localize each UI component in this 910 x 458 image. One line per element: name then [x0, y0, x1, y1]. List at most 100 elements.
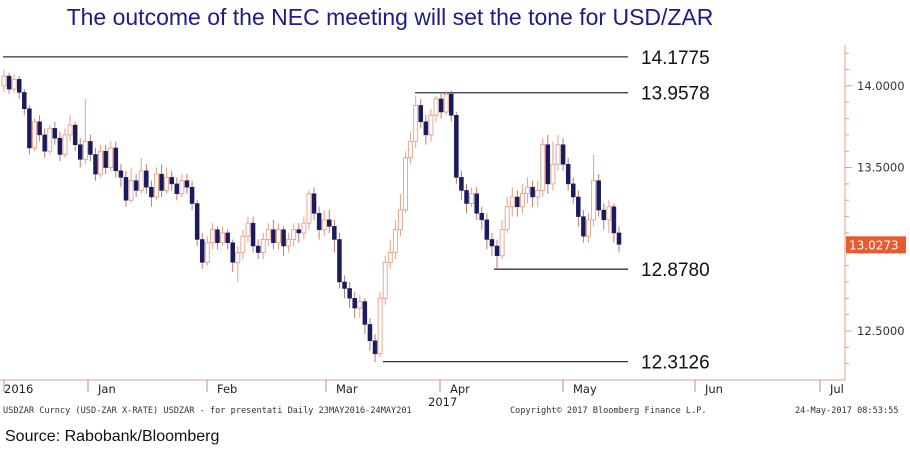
candle-body [321, 219, 327, 231]
candle-body [42, 134, 47, 152]
candle-body [438, 98, 444, 113]
candle-body [347, 288, 352, 299]
candle [367, 317, 373, 351]
candle [128, 167, 134, 204]
candle [199, 232, 205, 269]
candle-body [260, 239, 266, 253]
candle [245, 216, 251, 243]
candle-body [276, 229, 281, 244]
last-price-label: 13.0273 [849, 238, 899, 252]
candle-body [98, 150, 104, 175]
candle [535, 180, 541, 207]
candle [149, 180, 154, 207]
candle [123, 170, 129, 207]
candle-body [403, 157, 408, 211]
candle-body [189, 186, 195, 204]
candle-body [459, 177, 464, 191]
candle [372, 334, 378, 363]
candle-body [357, 301, 363, 309]
candle-body [306, 193, 312, 224]
candle-body [108, 147, 114, 169]
candle [235, 246, 241, 282]
candle [240, 229, 246, 260]
candle [230, 239, 235, 273]
y-tick-label: 13.5000 [857, 161, 905, 175]
x-year-label: 2017 [428, 395, 457, 409]
candle-body [494, 245, 500, 257]
candle [82, 98, 88, 165]
candle [616, 226, 622, 253]
candle-body [571, 183, 576, 198]
price-levels: 14.1775 13.9578 12.8780 12.3126 [3, 48, 710, 374]
candle [42, 128, 47, 158]
candle-body [540, 144, 546, 191]
candle-body [52, 128, 58, 139]
x-tick-label: Mar [336, 382, 358, 396]
candle [530, 180, 535, 207]
candle [316, 206, 322, 240]
candle [586, 213, 591, 243]
candle [133, 174, 139, 197]
candle [144, 164, 149, 194]
candle-body [601, 209, 607, 221]
candle [347, 281, 352, 309]
candle-body [423, 121, 429, 136]
candle-body [281, 229, 286, 247]
candle-body [576, 196, 581, 217]
candle [362, 298, 368, 335]
candle-body [209, 229, 215, 244]
candle-body [327, 219, 332, 227]
candle-body [616, 232, 622, 245]
candle [286, 232, 292, 253]
candle-body [113, 147, 119, 172]
candle-body [474, 193, 479, 214]
candle-body [6, 75, 12, 90]
candle [443, 90, 449, 116]
candle [27, 105, 32, 155]
candle [413, 95, 419, 148]
candle [576, 190, 581, 227]
candle [189, 180, 195, 211]
candle-body [397, 209, 403, 231]
candle [311, 187, 317, 220]
candle-body [550, 163, 556, 185]
candle [93, 147, 98, 181]
candle-body [535, 189, 541, 198]
candle [352, 291, 357, 318]
candle-body [504, 206, 510, 231]
candle-body [235, 252, 241, 263]
candle [515, 190, 520, 217]
candle [265, 223, 271, 246]
candle [118, 164, 124, 188]
candle [250, 216, 256, 253]
candle-body [362, 301, 368, 325]
candle [37, 115, 42, 142]
candle [174, 177, 180, 201]
candle-body [57, 137, 63, 155]
candle [22, 89, 27, 116]
candle-body [1, 75, 7, 87]
candle-body [565, 164, 571, 185]
candle-body [149, 186, 154, 198]
candle-body [291, 229, 297, 240]
candle-body [433, 98, 439, 116]
candle [464, 183, 469, 214]
candle [540, 138, 546, 197]
candle [581, 210, 586, 243]
candle-body [118, 170, 124, 178]
candle-body [296, 229, 302, 234]
candle [601, 203, 607, 230]
candle-body [367, 324, 373, 342]
candle [387, 239, 393, 269]
candle-body [469, 193, 475, 204]
candle-body [301, 222, 307, 234]
candle-body [519, 193, 525, 208]
candle [169, 170, 174, 191]
candle [47, 125, 53, 155]
candle-body [199, 239, 205, 263]
candle-body [220, 232, 226, 244]
candle-body [245, 222, 251, 237]
candle-body [169, 177, 174, 185]
candle-body [240, 235, 246, 253]
candle [138, 157, 144, 194]
